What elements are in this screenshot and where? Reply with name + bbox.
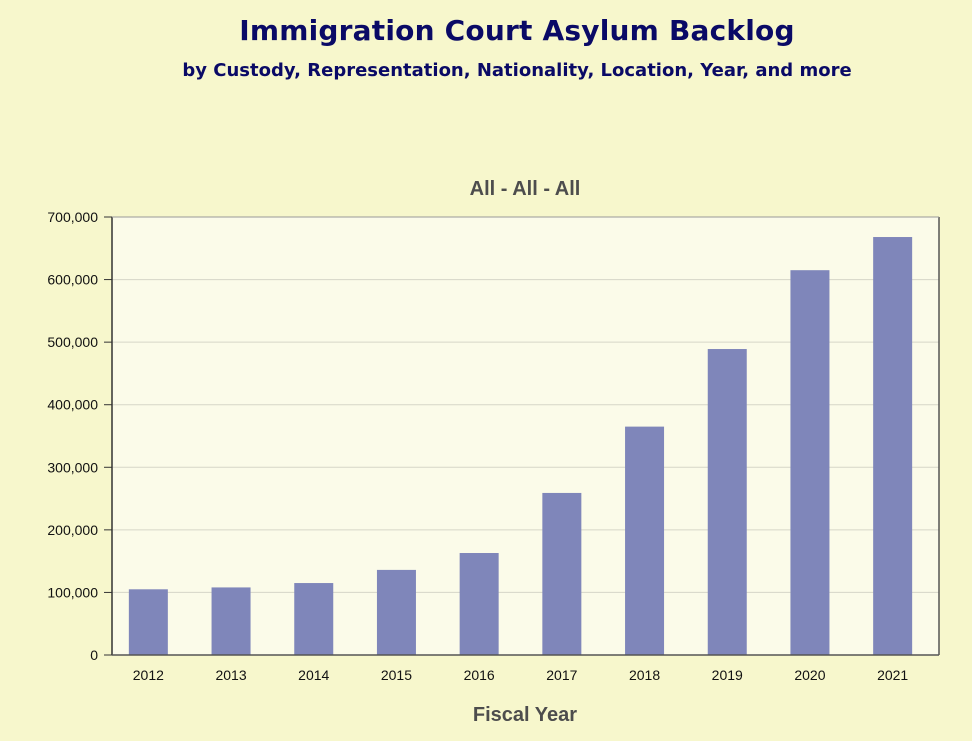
x-tick-label: 2020 bbox=[794, 667, 825, 683]
y-tick-label: 200,000 bbox=[47, 522, 98, 538]
x-tick-label: 2013 bbox=[215, 667, 246, 683]
axes bbox=[111, 216, 940, 656]
bar-2012 bbox=[128, 589, 168, 655]
y-tick-label: 300,000 bbox=[47, 459, 98, 475]
x-tick-label: 2015 bbox=[381, 667, 412, 683]
y-tick-label: 0 bbox=[90, 647, 98, 663]
y-tick-label: 600,000 bbox=[47, 272, 98, 288]
bar-2013 bbox=[211, 587, 251, 655]
bar-2017 bbox=[542, 492, 582, 655]
page-subtitle: by Custody, Representation, Nationality,… bbox=[182, 60, 852, 81]
y-tick-label: 400,000 bbox=[47, 397, 98, 413]
bar-2021 bbox=[873, 237, 913, 655]
x-tick-label: 2017 bbox=[546, 667, 577, 683]
chart-title: All - All - All bbox=[470, 178, 581, 200]
y-tick-label: 100,000 bbox=[47, 584, 98, 600]
bar-2015 bbox=[376, 569, 416, 655]
x-tick-label: 2021 bbox=[877, 667, 908, 683]
bar-2019 bbox=[707, 349, 747, 655]
bar-2016 bbox=[459, 553, 499, 655]
y-tick-label: 500,000 bbox=[47, 334, 98, 350]
x-axis-label: Fiscal Year bbox=[473, 704, 577, 726]
y-tick-label: 700,000 bbox=[47, 209, 98, 225]
x-axis-ticks: 2012 2013 2014 2015 2016 2017 2018 2019 2020 2021 bbox=[133, 667, 909, 683]
bar-2018 bbox=[625, 426, 665, 655]
y-axis-ticks: 0 100,000 200,000 300,000 400,000 500,000 600,… bbox=[47, 209, 112, 663]
x-tick-label: 2016 bbox=[464, 667, 495, 683]
bars bbox=[128, 237, 913, 655]
x-tick-label: 2019 bbox=[712, 667, 743, 683]
page-title: Immigration Court Asylum Backlog bbox=[239, 14, 795, 47]
x-tick-label: 2012 bbox=[133, 667, 164, 683]
bar-2014 bbox=[294, 583, 334, 655]
bar-2020 bbox=[790, 270, 830, 655]
x-tick-label: 2014 bbox=[298, 667, 329, 683]
x-tick-label: 2018 bbox=[629, 667, 660, 683]
